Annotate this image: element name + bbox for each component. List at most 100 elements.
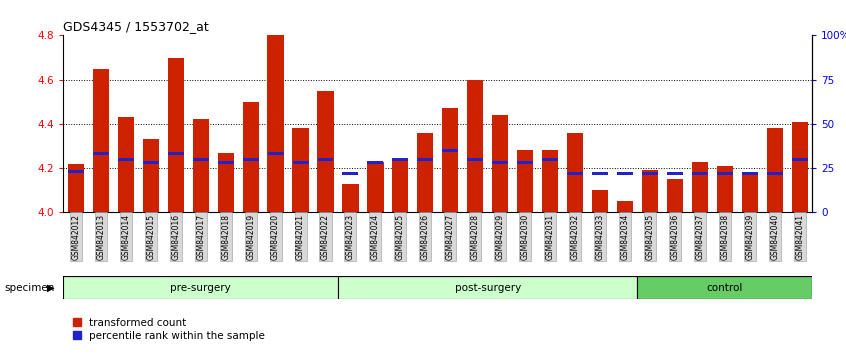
Text: pre-surgery: pre-surgery (170, 282, 231, 293)
Bar (567, 133, 583, 212)
Bar (692, 172, 708, 175)
Bar (317, 158, 333, 161)
Bar (792, 122, 808, 212)
Text: GDS4345 / 1553702_at: GDS4345 / 1553702_at (63, 20, 209, 33)
Bar (317, 91, 333, 212)
Bar (592, 172, 608, 175)
Bar (93, 153, 109, 155)
Bar (467, 158, 483, 161)
Bar (293, 128, 309, 212)
Bar (642, 172, 658, 175)
Bar (617, 172, 633, 175)
Bar (338, 276, 637, 299)
Bar (168, 57, 184, 212)
Bar (667, 179, 683, 212)
Bar (168, 153, 184, 155)
Text: GSM842018: GSM842018 (221, 213, 230, 259)
Text: GSM842025: GSM842025 (396, 213, 405, 259)
Bar (467, 80, 483, 212)
Bar (267, 153, 283, 155)
Bar (667, 172, 683, 175)
Bar (642, 170, 658, 212)
Text: GSM842021: GSM842021 (296, 213, 305, 259)
Text: GSM842039: GSM842039 (745, 213, 755, 260)
Text: GSM842028: GSM842028 (470, 213, 480, 259)
Bar (766, 172, 783, 175)
Bar (742, 172, 758, 175)
Text: GSM842024: GSM842024 (371, 213, 380, 259)
Bar (492, 115, 508, 212)
Bar (267, 35, 283, 212)
Text: GSM842036: GSM842036 (670, 213, 679, 260)
Bar (68, 164, 84, 212)
Bar (217, 153, 233, 212)
Legend: transformed count, percentile rank within the sample: transformed count, percentile rank withi… (69, 314, 270, 345)
Bar (143, 161, 159, 164)
Bar (692, 161, 708, 212)
Text: GSM842022: GSM842022 (321, 213, 330, 259)
Text: ▶: ▶ (47, 282, 55, 293)
Bar (393, 158, 409, 161)
Text: GSM842035: GSM842035 (645, 213, 655, 260)
Bar (63, 276, 338, 299)
Bar (417, 133, 433, 212)
Bar (118, 117, 134, 212)
Text: GSM842029: GSM842029 (496, 213, 505, 259)
Bar (542, 158, 558, 161)
Text: GSM842013: GSM842013 (96, 213, 106, 259)
Bar (193, 158, 209, 161)
Bar (243, 102, 259, 212)
Text: GSM842014: GSM842014 (121, 213, 130, 259)
Text: GSM842019: GSM842019 (246, 213, 255, 259)
Text: specimen: specimen (4, 282, 55, 293)
Bar (517, 161, 533, 164)
Bar (243, 158, 259, 161)
Text: GSM842030: GSM842030 (520, 213, 530, 260)
Bar (367, 161, 383, 164)
Bar (68, 170, 84, 173)
Bar (637, 276, 812, 299)
Bar (617, 201, 633, 212)
Bar (118, 158, 134, 161)
Bar (766, 128, 783, 212)
Text: post-surgery: post-surgery (454, 282, 521, 293)
Text: GSM842033: GSM842033 (596, 213, 605, 260)
Bar (93, 69, 109, 212)
Text: GSM842032: GSM842032 (570, 213, 580, 259)
Text: GSM842031: GSM842031 (546, 213, 555, 259)
Text: GSM842012: GSM842012 (71, 213, 80, 259)
Text: GSM842020: GSM842020 (271, 213, 280, 259)
Bar (542, 150, 558, 212)
Text: GSM842017: GSM842017 (196, 213, 206, 259)
Text: GSM842026: GSM842026 (420, 213, 430, 259)
Bar (492, 161, 508, 164)
Bar (343, 184, 359, 212)
Bar (792, 158, 808, 161)
Bar (343, 172, 359, 175)
Text: GSM842016: GSM842016 (171, 213, 180, 259)
Bar (367, 161, 383, 212)
Text: GSM842040: GSM842040 (770, 213, 779, 260)
Bar (193, 119, 209, 212)
Bar (217, 161, 233, 164)
Bar (442, 108, 459, 212)
Text: GSM842037: GSM842037 (695, 213, 705, 260)
Bar (592, 190, 608, 212)
Text: GSM842041: GSM842041 (795, 213, 805, 259)
Text: GSM842015: GSM842015 (146, 213, 156, 259)
Bar (567, 172, 583, 175)
Text: GSM842038: GSM842038 (720, 213, 729, 259)
Bar (717, 172, 733, 175)
Bar (393, 159, 409, 212)
Text: GSM842034: GSM842034 (620, 213, 629, 260)
Bar (517, 150, 533, 212)
Text: GSM842023: GSM842023 (346, 213, 355, 259)
Bar (293, 161, 309, 164)
Bar (717, 166, 733, 212)
Bar (442, 149, 459, 152)
Bar (143, 139, 159, 212)
Text: GSM842027: GSM842027 (446, 213, 455, 259)
Bar (742, 173, 758, 212)
Bar (417, 158, 433, 161)
Text: control: control (706, 282, 743, 293)
